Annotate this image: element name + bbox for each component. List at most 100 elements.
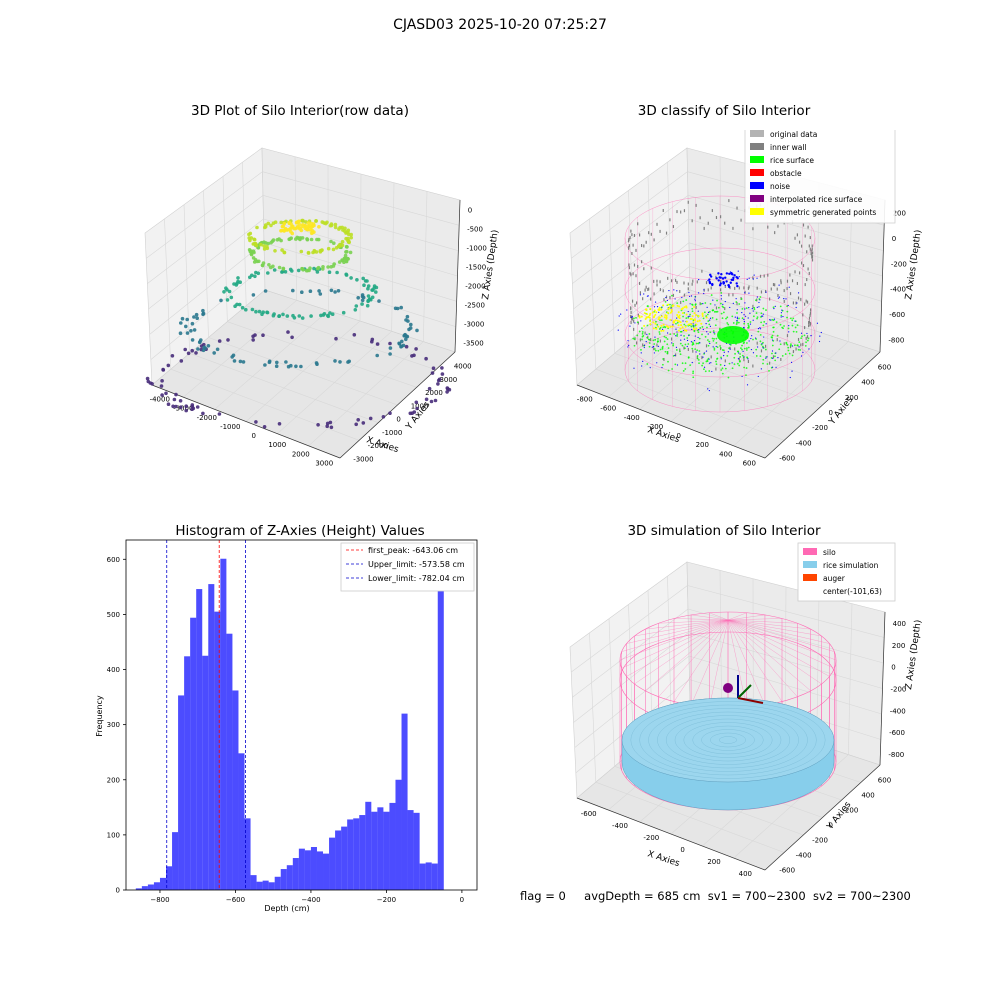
inner-wall-point <box>631 317 634 321</box>
rice-surface-point <box>682 315 684 318</box>
inner-wall-point <box>635 341 638 345</box>
data-point <box>254 309 258 314</box>
noise-point <box>703 292 705 295</box>
x-tick-label: -2000 <box>197 414 217 422</box>
x-tick-label: 1000 <box>268 441 286 449</box>
rice-surface-point <box>713 337 716 340</box>
rice-surface-point <box>641 327 643 330</box>
rice-surface-point <box>669 333 672 335</box>
inner-wall-point <box>769 361 771 365</box>
inner-wall-point <box>633 233 636 237</box>
noise-point <box>724 284 726 286</box>
data-point <box>366 294 371 298</box>
inner-wall-point <box>810 249 812 253</box>
classify-zlabel: Z Axies (Depth) <box>904 229 924 300</box>
data-point <box>343 229 347 233</box>
rice-surface-point <box>687 316 690 319</box>
noise-point <box>725 280 728 283</box>
rice-surface-point <box>737 350 739 353</box>
symmetric-point <box>667 307 670 310</box>
inner-wall-point <box>715 306 718 310</box>
inner-wall-point <box>628 246 630 250</box>
noise-point <box>698 329 700 331</box>
rice-surface-point <box>762 345 764 348</box>
inner-wall-point <box>632 272 634 276</box>
data-point <box>400 339 404 344</box>
simulation-3d-body <box>619 611 837 811</box>
simulation-xlabel: X Axies <box>646 849 681 869</box>
noise-point <box>702 328 704 331</box>
symmetric-point <box>662 304 665 307</box>
noise-point <box>686 345 688 348</box>
noise-point <box>791 345 794 347</box>
data-point <box>331 264 336 268</box>
noise-point <box>694 296 696 298</box>
inner-wall-point <box>715 367 717 371</box>
rice-surface-point <box>790 343 792 346</box>
noise-point <box>697 336 699 339</box>
data-point <box>308 289 313 293</box>
symmetric-point <box>654 322 657 325</box>
data-point <box>252 260 257 264</box>
inner-wall-point <box>644 288 646 292</box>
rice-surface-point <box>641 335 644 338</box>
rice-surface-point <box>713 310 716 313</box>
data-point <box>309 237 314 242</box>
data-point <box>321 265 325 269</box>
inner-wall-point <box>676 210 678 214</box>
rice-surface-point <box>715 318 718 321</box>
data-point <box>195 405 200 409</box>
rice-surface-point <box>683 323 686 326</box>
legend-label: first_peak: -643.06 cm <box>368 546 458 555</box>
data-point <box>253 333 257 337</box>
symmetric-point <box>663 316 666 319</box>
noise-point <box>683 338 686 340</box>
noise-point <box>724 300 726 303</box>
data-point <box>328 420 333 425</box>
inner-wall-point <box>669 218 671 222</box>
y-tick-label: 200 <box>845 807 858 815</box>
rice-surface-point <box>741 317 744 320</box>
rice-surface-point <box>711 309 714 312</box>
noise-point <box>750 348 752 351</box>
inner-wall-point <box>809 323 811 327</box>
inner-wall-point <box>653 347 655 351</box>
inner-wall-point <box>806 335 809 339</box>
rice-surface-point <box>760 312 763 315</box>
noise-point <box>694 300 696 302</box>
data-point <box>370 295 375 300</box>
symmetric-point <box>683 306 686 309</box>
data-point <box>370 337 375 342</box>
noise-point <box>703 352 705 354</box>
inner-wall-point <box>659 288 661 292</box>
inner-wall-point <box>667 276 669 280</box>
data-point <box>267 359 272 364</box>
x-tick-label: 400 <box>719 450 732 458</box>
rice-surface-point <box>771 352 773 355</box>
noise-point <box>748 306 750 309</box>
rice-surface-point <box>716 310 719 313</box>
x-tick-label: 3000 <box>315 459 333 467</box>
inner-wall-point <box>720 215 722 219</box>
data-point <box>337 260 342 264</box>
data-point <box>365 303 370 308</box>
rice-surface-point <box>709 331 712 334</box>
inner-wall-point <box>638 233 641 237</box>
inner-wall-point <box>645 285 647 289</box>
rice-surface-point <box>745 347 748 350</box>
legend-swatch <box>750 208 764 215</box>
noise-point <box>751 308 753 310</box>
rice-surface-point <box>786 310 789 313</box>
symmetric-point <box>677 329 680 332</box>
symmetric-point <box>662 329 665 332</box>
rice-surface-point <box>737 321 740 324</box>
noise-point <box>675 346 678 348</box>
z-tick-label: 0 <box>892 235 896 243</box>
rice-surface-cluster <box>717 326 749 344</box>
x-tick-label: -4000 <box>150 396 170 404</box>
rice-surface-point <box>665 336 667 339</box>
histogram-bar <box>280 869 287 890</box>
rice-surface-point <box>689 313 691 316</box>
rice-surface-point <box>654 349 657 352</box>
rice-surface-point <box>704 370 707 373</box>
